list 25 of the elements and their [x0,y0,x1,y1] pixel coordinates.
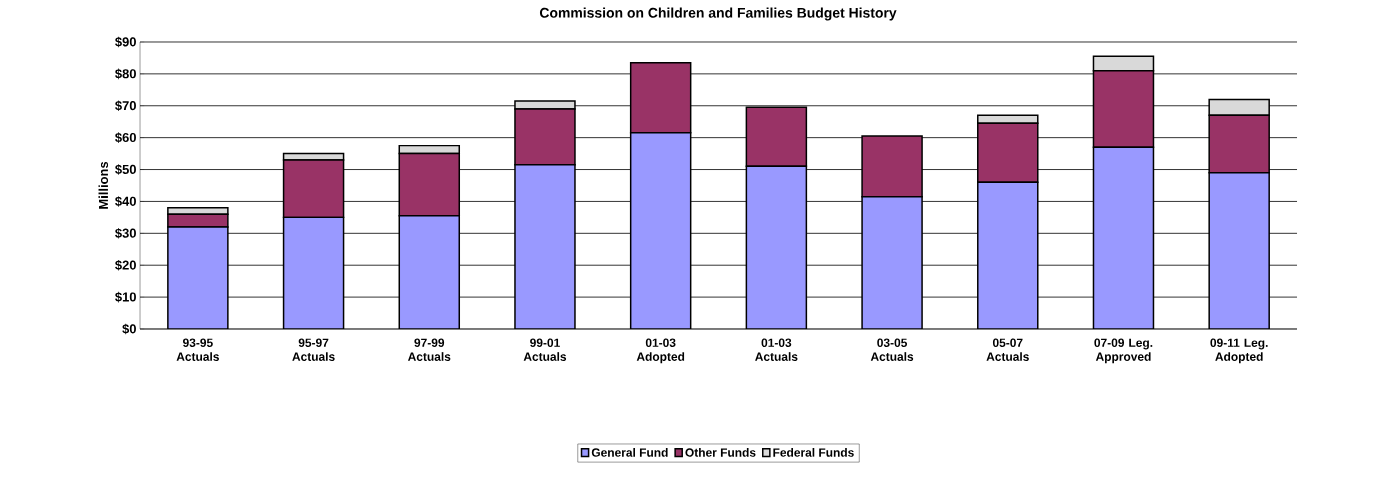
x-tick-label: 09-11 Leg. Adopted [1210,338,1268,364]
x-tick-label: 07-09 Leg. Approved [1094,338,1153,364]
y-tick-label: $0 [122,323,136,335]
x-tick-label: 93-95 Actuals [176,338,219,361]
x-tick-label: 01-03 Adopted [636,338,685,364]
x-tick-label: 97-99 Actuals [407,338,451,361]
y-tick-label: $20 [115,259,136,271]
y-tick-label: $10 [115,291,136,303]
x-tick-label: 01-03 Actuals [755,338,798,361]
legend-label: General Fund [591,447,668,457]
chart-title: Commission on Children and Families Budget History [539,7,897,21]
y-tick-label: $80 [115,68,136,80]
y-tick-label: $50 [115,164,136,175]
legend-label: Other Funds [685,447,756,457]
y-tick-label: $60 [115,132,136,143]
y-axis-title: Millions [98,161,109,209]
y-tick-label: $40 [115,196,136,207]
x-tick-label: 99-01 Actuals [523,338,567,361]
x-tick-label: 03-05 Actuals [870,338,914,361]
x-tick-label: 05-07 Actuals [986,338,1029,361]
legend-label: Federal Funds [773,447,854,457]
y-tick-label: $30 [115,228,136,239]
y-tick-label: $90 [115,36,136,48]
x-tick-label: 95-97 Actuals [292,338,335,361]
y-tick-label: $70 [115,100,136,112]
